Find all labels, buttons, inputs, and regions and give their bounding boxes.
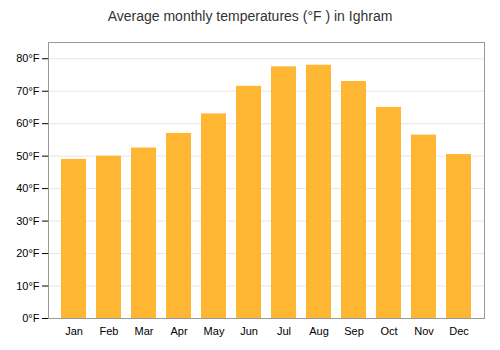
svg-text:20°F: 20°F: [16, 247, 40, 259]
svg-text:10°F: 10°F: [16, 280, 40, 292]
svg-text:Aug: Aug: [309, 325, 329, 337]
svg-text:Apr: Apr: [170, 325, 187, 337]
svg-text:60°F: 60°F: [16, 117, 40, 129]
svg-text:Jun: Jun: [240, 325, 258, 337]
html-text:Average monthly temperatures (: Average monthly temperatures (°F ) in Ig…: [107, 8, 393, 24]
svg-text:Oct: Oct: [380, 325, 397, 337]
svg-text:40°F: 40°F: [16, 182, 40, 194]
svg-text:Nov: Nov: [414, 325, 434, 337]
svg-text:Dec: Dec: [449, 325, 469, 337]
svg-text:Mar: Mar: [135, 325, 154, 337]
svg-text:May: May: [204, 325, 225, 337]
svg-text:30°F: 30°F: [16, 215, 40, 227]
svg-text:80°F: 80°F: [16, 52, 40, 64]
svg-text:Feb: Feb: [100, 325, 119, 337]
svg-text:50°F: 50°F: [16, 150, 40, 162]
svg-text:Sep: Sep: [344, 325, 364, 337]
svg-text:Jul: Jul: [277, 325, 291, 337]
svg-text:Jan: Jan: [65, 325, 83, 337]
svg-text:0°F: 0°F: [22, 312, 40, 324]
svg-text:70°F: 70°F: [16, 85, 40, 97]
